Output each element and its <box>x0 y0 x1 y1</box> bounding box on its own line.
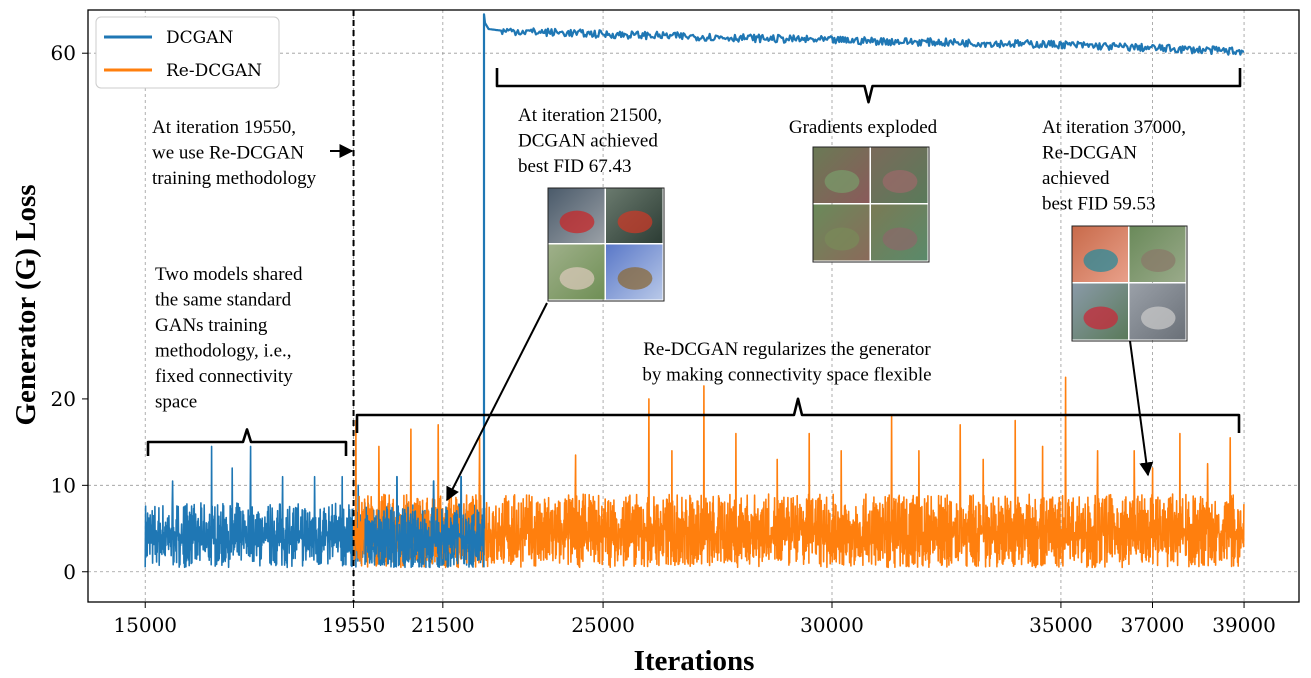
plot-frame <box>87 9 1300 603</box>
sample-border <box>547 187 665 302</box>
shared-note-line: GANs training <box>155 315 268 336</box>
x-tick-label: 25000 <box>571 613 635 637</box>
sample-object <box>559 267 595 290</box>
sample-border <box>812 146 930 263</box>
redcgan-best-note-line: achieved <box>1042 168 1110 189</box>
sample-object <box>1083 306 1118 330</box>
dcgan-best-note: At iteration 21500, DCGAN achieved best FI… <box>518 105 662 177</box>
sample-object <box>882 170 918 193</box>
sample-object <box>1141 306 1176 330</box>
redcgan-best-arrow <box>1129 340 1154 477</box>
axis-ticks: 15000 19550 21500 25000 30000 35000 37000 39000… <box>51 41 1276 637</box>
sample-object <box>617 267 653 290</box>
legend: DCGAN Re-DCGAN <box>95 16 280 89</box>
annotations: At iteration 19550, we use Re-DCGAN traini… <box>146 68 1242 502</box>
y-tick-label: 0 <box>63 560 76 584</box>
sample-image-grids <box>547 146 1188 342</box>
y-tick-label: 20 <box>51 387 76 411</box>
shared-note-line: Two models shared <box>155 264 303 285</box>
redcgan-best-note: At iteration 37000, Re-DCGAN achieved best … <box>1042 117 1186 215</box>
sample-object <box>824 170 860 193</box>
dcgan-best-note-line: DCGAN achieved <box>518 131 658 152</box>
dcgan-series-line-front <box>364 475 485 569</box>
dcgan-best-note-line: At iteration 21500, <box>518 105 662 126</box>
x-tick-label: 35000 <box>1029 613 1093 637</box>
exploded-brace <box>495 68 1242 104</box>
x-axis-label: Iterations <box>634 645 755 677</box>
dcgan-exploded-line <box>482 13 1245 529</box>
x-tick-label: 39000 <box>1212 613 1276 637</box>
switch-note-line: training methodology <box>152 168 317 189</box>
sample-object <box>1083 249 1118 272</box>
redcgan-samples <box>1071 225 1188 342</box>
dcgan-best-note-line: best FID 67.43 <box>518 156 631 177</box>
redcgan-best-note-line: best FID 59.53 <box>1042 194 1155 215</box>
x-tick-label: 30000 <box>800 613 864 637</box>
y-tick-label: 10 <box>51 473 76 497</box>
y-tick-label: 60 <box>51 41 76 65</box>
shared-note-line: methodology, i.e., <box>155 341 292 362</box>
y-axis-label: Generator (G) Loss <box>10 184 42 425</box>
sample-object <box>882 227 918 251</box>
sample-border <box>1071 225 1188 342</box>
shared-note-line: the same standard <box>155 290 292 311</box>
dcgan-samples <box>547 187 665 302</box>
x-tick-label: 19550 <box>322 613 386 637</box>
legend-label: Re-DCGAN <box>166 61 262 81</box>
regularizes-note: Re-DCGAN regularizes the generator by mak… <box>642 339 931 386</box>
switch-note: At iteration 19550, we use Re-DCGAN traini… <box>152 117 317 189</box>
regularizes-note-line: by making connectivity space flexible <box>642 365 931 386</box>
redcgan-best-note-line: At iteration 37000, <box>1042 117 1186 138</box>
dcgan-best-arrow <box>446 302 548 502</box>
regularizes-note-line: Re-DCGAN regularizes the generator <box>643 339 931 360</box>
exploded-samples <box>812 146 930 263</box>
shared-note-line: fixed connectivity <box>155 366 293 387</box>
regularizes-brace <box>355 397 1241 433</box>
sample-object <box>1141 249 1176 272</box>
sample-object <box>824 227 860 251</box>
switch-note-line: At iteration 19550, <box>152 117 296 138</box>
sample-object <box>559 210 595 234</box>
x-tick-label: 37000 <box>1121 613 1185 637</box>
shared-note-line: space <box>155 392 197 413</box>
x-tick-label: 15000 <box>113 613 177 637</box>
series-lines <box>144 13 1245 569</box>
redcgan-best-note-line: Re-DCGAN <box>1042 143 1137 164</box>
switch-note-line: we use Re-DCGAN <box>152 143 304 164</box>
legend-label: DCGAN <box>166 28 233 48</box>
sample-object <box>617 210 653 234</box>
exploded-note: Gradients exploded <box>789 117 938 138</box>
shared-note: Two models shared the same standard GANs t… <box>155 264 303 413</box>
shared-brace <box>146 428 348 456</box>
re-dcgan-series-line <box>352 376 1245 569</box>
x-tick-label: 21500 <box>411 613 475 637</box>
